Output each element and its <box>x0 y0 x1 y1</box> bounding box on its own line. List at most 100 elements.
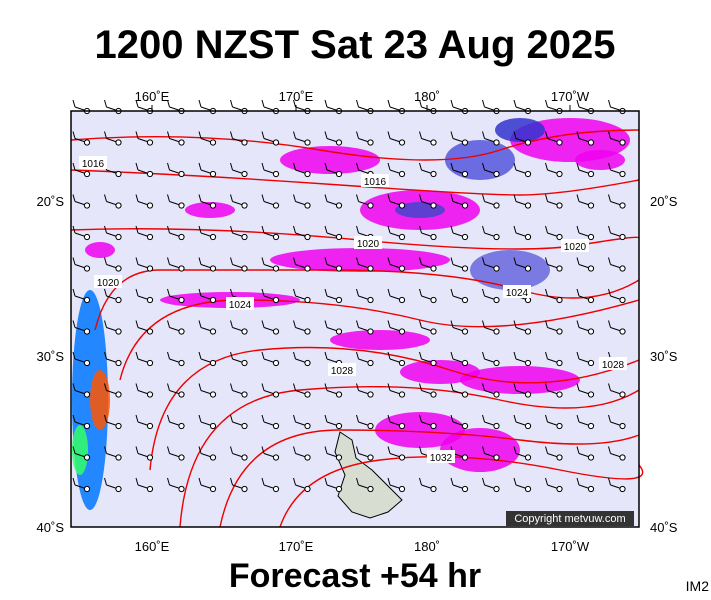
isobar-label-box <box>427 450 455 463</box>
barb-flag <box>324 383 328 391</box>
barb-flag <box>293 162 296 171</box>
barb-flag <box>230 477 233 486</box>
barb-station <box>178 296 185 304</box>
barb-station <box>367 139 374 146</box>
barb-station <box>115 139 122 146</box>
barb-flag <box>419 414 422 423</box>
barb-flag <box>293 194 296 202</box>
lat-label: 30˚S <box>650 349 678 364</box>
barb-flag <box>387 383 391 391</box>
barb-station <box>430 202 437 209</box>
barb-flag <box>261 225 265 234</box>
barb-flag <box>513 477 517 486</box>
barb-station <box>304 454 311 461</box>
barb-station <box>461 391 469 398</box>
barb-station <box>367 485 374 493</box>
barb-station <box>398 265 406 272</box>
barb-flag <box>72 477 76 486</box>
barb-flag <box>135 383 139 391</box>
barb-flag <box>356 99 359 108</box>
barb-flag <box>230 383 233 391</box>
barb-flag <box>608 446 611 454</box>
barb-flag <box>104 446 107 454</box>
barb-flag <box>482 257 485 265</box>
barb-flag <box>576 131 580 139</box>
barb-station <box>335 296 343 304</box>
footer: Forecast +54 hr <box>229 557 481 595</box>
barb-flag <box>72 383 76 391</box>
barb-flag <box>387 194 391 202</box>
barb-flag <box>608 477 611 486</box>
barb-flag <box>576 320 580 328</box>
barb-station <box>209 328 217 335</box>
barb-flag <box>324 320 328 328</box>
barb-flag <box>135 288 139 297</box>
barb-station <box>272 233 280 241</box>
isobar <box>94 269 640 331</box>
barb-station <box>398 485 406 493</box>
barb-flag <box>608 162 611 171</box>
barb-flag <box>293 225 296 234</box>
barb-station <box>619 422 626 430</box>
copyright: Copyright metvuw.com <box>514 513 625 525</box>
barb-flag <box>261 162 265 171</box>
barb-station <box>398 139 406 146</box>
barb-station <box>493 485 500 493</box>
barb-flag <box>482 131 485 139</box>
barb-flag <box>72 257 76 265</box>
barb-flag <box>608 288 611 297</box>
barb-flag <box>293 288 296 297</box>
lon-label: 180˚ <box>414 539 440 554</box>
barb-station <box>146 422 154 430</box>
barb-station <box>619 485 626 493</box>
barb-flag <box>387 414 391 423</box>
barb-station <box>619 296 626 304</box>
barb-station <box>178 422 185 430</box>
barb-station <box>335 202 343 209</box>
barb-flag <box>261 477 265 486</box>
barb-flag <box>356 288 359 297</box>
barb-flag <box>356 225 359 234</box>
barb-station <box>587 485 595 493</box>
barb-flag <box>419 131 422 139</box>
barb-flag <box>324 225 328 234</box>
barb-station <box>556 296 563 304</box>
barb-flag <box>72 225 76 234</box>
barb-flag <box>576 351 580 360</box>
barb-station <box>367 296 374 304</box>
barb-station <box>304 485 311 493</box>
barb-station <box>587 265 595 272</box>
barb-flag <box>167 225 170 234</box>
barb-flag <box>356 194 359 202</box>
lon-label: 160˚E <box>135 89 170 104</box>
barb-flag <box>293 477 296 486</box>
barb-flag <box>513 194 517 202</box>
barb-flag <box>450 288 454 297</box>
barb-station <box>209 170 217 178</box>
barb-station <box>272 422 280 430</box>
barb-station <box>524 265 532 272</box>
barb-flag <box>356 320 359 328</box>
barb-station <box>83 359 91 367</box>
barb-station <box>524 422 532 430</box>
barb-flag <box>608 383 611 391</box>
isobar-label-box <box>94 275 122 288</box>
barb-flag <box>387 446 391 454</box>
isobar <box>70 228 640 250</box>
barb-flag <box>419 225 422 234</box>
barb-flag <box>419 383 422 391</box>
barb-station <box>587 328 595 335</box>
barb-flag <box>545 257 548 265</box>
barb-flag <box>608 99 611 108</box>
barb-flag <box>545 225 548 234</box>
barb-flag <box>576 477 580 486</box>
barb-station <box>367 328 374 335</box>
barb-station <box>304 265 311 272</box>
barb-flag <box>135 131 139 139</box>
precip-area <box>270 248 450 272</box>
barb-station <box>430 296 437 304</box>
barb-flag <box>104 131 107 139</box>
barb-station <box>241 391 248 398</box>
barb-flag <box>513 446 517 454</box>
barb-flag <box>230 257 233 265</box>
